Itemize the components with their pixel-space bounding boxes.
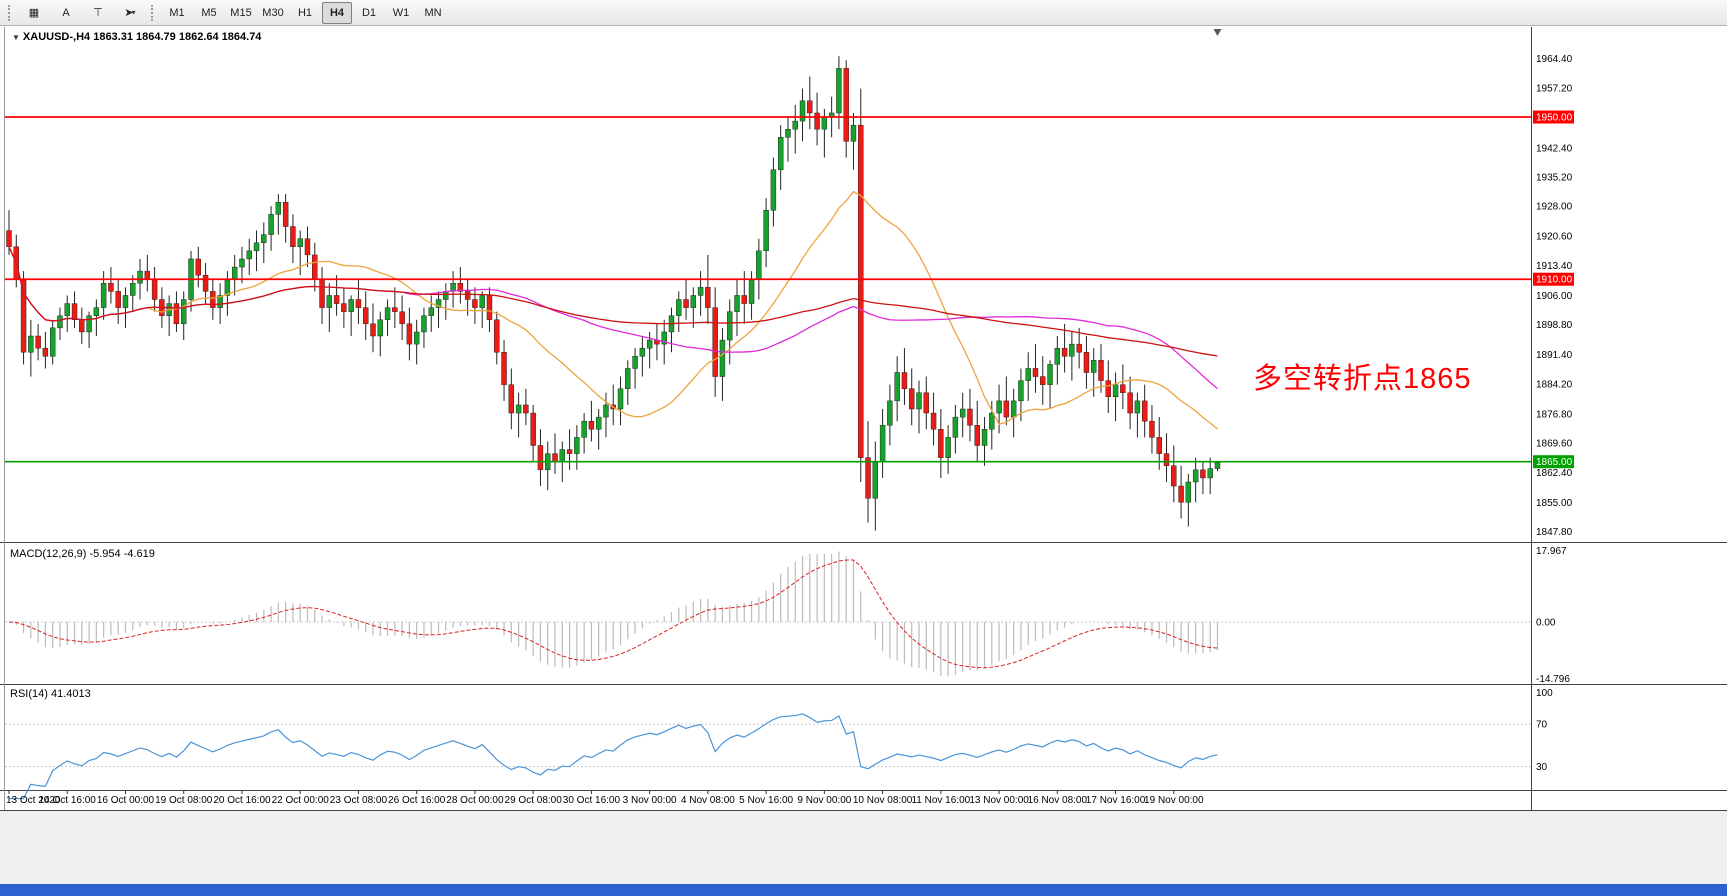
time-axis-label: 30 Oct 16:00 [563, 795, 621, 806]
price-line-badge [1533, 272, 1574, 286]
price-axis-label: 1920.60 [1536, 232, 1573, 243]
timeframe-button-w1[interactable]: W1 [392, 6, 410, 19]
bottom-filler-area [0, 811, 1727, 884]
price-axis-label: 1876.80 [1536, 409, 1573, 420]
rsi-axis-label: 30 [1536, 762, 1548, 773]
cursor-tool-button[interactable]: ➤ ▾ [124, 7, 136, 19]
timeframe-button-m1[interactable]: M1 [169, 6, 185, 19]
rsi-indicator-label: RSI(14) 41.4013 [10, 688, 91, 700]
time-axis-label: 19 Nov 00:00 [1144, 795, 1204, 806]
time-axis-label: 14 Oct 16:00 [39, 795, 97, 806]
price-badge-label: 1865.00 [1536, 457, 1573, 468]
shapes-tool-button[interactable]: ⊤ [93, 7, 103, 19]
text-annotation-tool-button[interactable]: A [62, 6, 70, 19]
time-axis-label: 3 Nov 00:00 [623, 795, 677, 806]
timeframe-toolbar-drag-handle[interactable] [151, 4, 156, 21]
rsi-panel-layer: 100 70 30 [5, 688, 1553, 800]
timeframe-button-mn[interactable]: MN [424, 6, 442, 19]
toolbar: ▦ A ⊤ ➤ ▾ M1 M5 M15 M30 H1 H4 D1 W1 MN [0, 0, 1727, 26]
price-axis-label: 1942.40 [1536, 143, 1573, 154]
price-axis-label: 1913.40 [1536, 261, 1573, 272]
time-axis-label: 26 Oct 16:00 [388, 795, 446, 806]
timeframe-button-m5[interactable]: M5 [201, 6, 217, 19]
chevron-down-icon[interactable]: ▾ [131, 8, 136, 17]
templates-tool-button[interactable]: ▦ [28, 7, 40, 19]
time-axis-label: 22 Oct 00:00 [272, 795, 330, 806]
chart-text-annotation: 多空转折点1865 [1253, 363, 1472, 395]
price-axis-label: 1898.80 [1536, 320, 1573, 331]
price-badge-label: 1910.00 [1536, 275, 1573, 286]
price-badge-label: 1950.00 [1536, 113, 1573, 124]
macd-indicator-label: MACD(12,26,9) -5.954 -4.619 [10, 548, 155, 560]
price-axis-label: 1957.20 [1536, 83, 1573, 94]
price-axis-label: 1869.60 [1536, 439, 1573, 450]
ma-slow-red [8, 246, 1218, 357]
price-axis[interactable]: 1964.40 1957.20 1942.40 1935.20 1928.00 1920.… [1533, 54, 1574, 538]
time-axis-label: 19 Oct 08:00 [155, 795, 213, 806]
price-axis-label: 1906.00 [1536, 291, 1573, 302]
timeframe-button-group: M1 M5 M15 M30 H1 H4 D1 W1 MN [161, 1, 449, 24]
timeframe-button-h4[interactable]: H4 [322, 1, 352, 24]
time-axis-label: 13 Nov 00:00 [969, 795, 1029, 806]
tool-button-group: ▦ A ⊤ ➤ ▾ [18, 2, 146, 24]
rsi-axis-label: 100 [1536, 688, 1553, 699]
panel-borders [0, 27, 1727, 811]
price-axis-label: 1847.80 [1536, 527, 1573, 538]
time-axis-label: 17 Nov 16:00 [1086, 795, 1146, 806]
timeframe-button-m30[interactable]: M30 [262, 6, 284, 19]
price-axis-label: 1855.00 [1536, 498, 1573, 509]
macd-axis-label: 17.967 [1536, 546, 1567, 557]
collapse-triangle-icon[interactable]: ▼ [12, 33, 20, 42]
chart-title: ▼ XAUUSD-,H4 1863.31 1864.79 1862.64 1864… [12, 31, 261, 43]
price-line-badge [1533, 455, 1574, 469]
macd-axis-label: 0.00 [1536, 617, 1556, 628]
time-axis-label: 16 Oct 00:00 [97, 795, 155, 806]
time-axis-label: 16 Nov 08:00 [1028, 795, 1088, 806]
toolbar-drag-handle[interactable] [8, 4, 13, 21]
price-axis-label: 1935.20 [1536, 173, 1573, 184]
price-axis-label: 1928.00 [1536, 202, 1573, 213]
price-axis-label: 1884.20 [1536, 379, 1573, 390]
horizontal-lines-layer [5, 116, 1531, 463]
taskbar-strip[interactable] [0, 884, 1727, 896]
macd-panel-layer: 17.967 0.00 -14.796 [5, 546, 1570, 685]
time-axis-label: 4 Nov 08:00 [681, 795, 735, 806]
macd-axis-label: -14.796 [1536, 674, 1570, 685]
time-axis-label: 28 Oct 00:00 [446, 795, 504, 806]
rsi-axis-label: 70 [1536, 720, 1548, 731]
timeframe-button-d1[interactable]: D1 [361, 6, 377, 19]
price-line-badge [1533, 110, 1574, 124]
timeframe-button-m15[interactable]: M15 [230, 6, 252, 19]
time-axis-label: 13 Oct 2020 [6, 795, 61, 806]
ma-fast-orange [8, 190, 1218, 430]
macd-signal-line [8, 559, 1218, 669]
timeframe-button-h1[interactable]: H1 [297, 6, 313, 19]
time-axis-label: 23 Oct 08:00 [330, 795, 388, 806]
time-axis-label: 9 Nov 00:00 [797, 795, 851, 806]
rsi-line [9, 713, 1218, 800]
time-axis-label: 11 Nov 16:00 [911, 795, 970, 806]
time-axis-label: 29 Oct 08:00 [505, 795, 563, 806]
price-axis-label: 1964.40 [1536, 54, 1573, 65]
price-axis-label: 1862.40 [1536, 468, 1573, 479]
price-axis-label: 1891.40 [1536, 350, 1573, 361]
time-axis-label: 20 Oct 16:00 [213, 795, 271, 806]
time-axis-label: 5 Nov 16:00 [739, 795, 793, 806]
time-axis-label: 10 Nov 08:00 [853, 795, 913, 806]
candles-layer [6, 56, 1221, 531]
chart-title-text: XAUUSD-,H4 1863.31 1864.79 1862.64 1864.… [22, 31, 262, 43]
chart-shift-marker-icon[interactable] [1213, 29, 1222, 36]
chart-window-background [0, 26, 1727, 811]
